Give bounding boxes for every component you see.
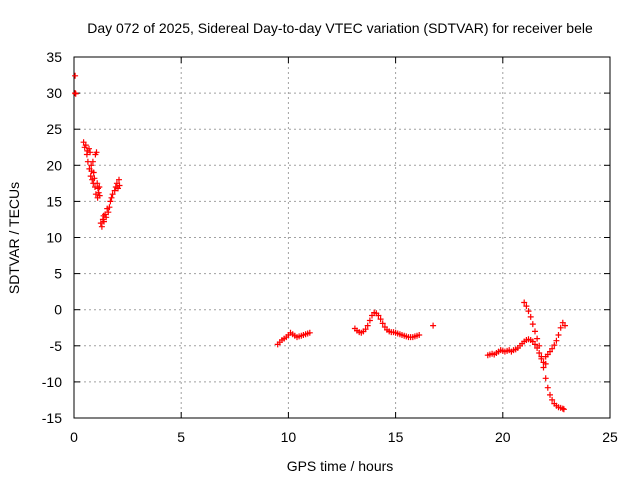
data-point [72,72,79,79]
x-tick-label: 10 [281,429,297,445]
y-tick-label: 35 [46,49,62,65]
data-point [90,169,97,176]
data-point [101,218,107,225]
data-point [430,322,437,329]
data-point [102,211,109,218]
data-point [536,350,543,356]
data-point [542,375,549,382]
data-point [111,187,118,194]
data-point [559,405,566,412]
data-point [106,204,113,211]
chart-title: Day 072 of 2025, Sidereal Day-to-day VTE… [87,20,593,36]
data-point [103,214,110,221]
y-tick-label: 30 [46,85,62,101]
data-point [107,198,114,205]
data-point [72,90,79,97]
y-tick-label: 0 [54,302,62,318]
data-point [364,322,371,329]
data-point [97,220,104,227]
data-point [96,192,103,199]
y-tick-label: 5 [54,266,62,282]
x-tick-label: 5 [177,429,185,445]
data-point [91,175,98,182]
data-point [108,194,115,201]
data-point [525,308,532,315]
data-point [416,332,423,338]
data-point [366,317,373,324]
data-point [532,328,538,335]
data-point [86,145,92,152]
data-point [523,303,530,310]
data-point [95,189,102,196]
data-point [547,391,553,398]
data-points [72,72,568,413]
y-tick-label: 20 [46,157,62,173]
data-point [560,406,567,413]
data-point [529,321,536,328]
data-point [306,329,313,336]
y-tick-label: 10 [46,230,62,246]
data-point [532,341,538,348]
y-tick-label: 15 [46,193,62,209]
x-tick-label: 20 [495,429,511,445]
data-point [551,342,558,349]
data-point [116,176,122,183]
y-tick-label: -10 [42,374,62,390]
data-point [544,384,551,391]
data-point [549,396,556,403]
plot-frame [73,56,611,419]
data-point [89,158,96,165]
data-point [87,173,94,180]
data-point [105,209,112,216]
data-point [93,149,100,156]
data-point [362,326,369,333]
y-axis-label: SDTVAR / TECUs [6,182,22,294]
x-tick-labels: 0 5 10 15 20 25 [70,429,618,445]
data-point [562,322,568,329]
data-point [109,191,116,198]
data-point [527,313,534,320]
data-point [557,324,564,331]
data-point [88,162,95,169]
data-point [534,335,541,342]
data-point [542,360,549,367]
data-point [98,223,105,230]
data-point [379,320,386,327]
data-point [82,142,89,149]
data-point [116,182,123,189]
x-tick-label: 0 [70,429,78,445]
y-tick-label: -5 [50,338,63,354]
data-point [95,185,101,192]
data-point [536,342,543,349]
x-tick-label: 15 [388,429,404,445]
data-point [87,149,94,156]
y-tick-label: 25 [46,121,62,137]
data-point [96,184,103,190]
data-point [375,312,382,319]
y-tick-label: -15 [42,410,62,426]
data-point [521,299,528,306]
data-point [555,332,562,338]
data-point [549,345,556,352]
data-point [553,337,560,344]
data-point [94,180,101,187]
data-point [377,316,384,323]
y-tick-labels: -15 -10 -5 0 5 10 15 20 25 30 35 [42,49,62,426]
x-axis-label: GPS time / hours [287,458,394,474]
data-point [540,364,547,371]
grid [74,57,610,418]
x-tick-label: 25 [602,429,618,445]
